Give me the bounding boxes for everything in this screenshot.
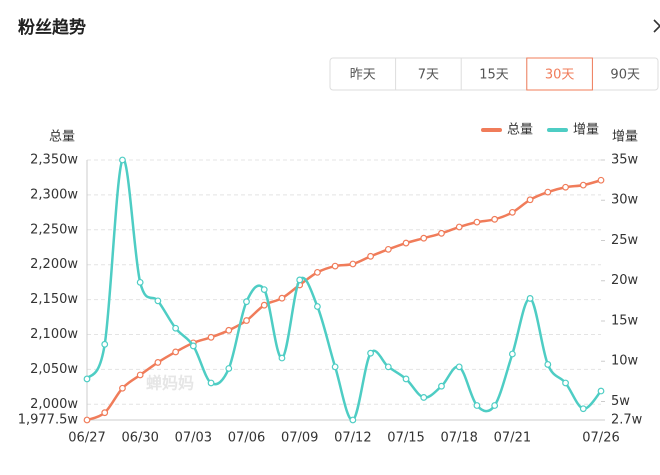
point xyxy=(189,342,197,350)
point xyxy=(526,196,534,204)
y-tick-label: 2,250w xyxy=(30,222,78,237)
point xyxy=(367,252,374,260)
legend-label: 总量 xyxy=(507,123,533,138)
point xyxy=(473,218,481,226)
point xyxy=(508,208,516,216)
close-icon[interactable] xyxy=(653,19,660,33)
y-tick-label: 2,000w xyxy=(30,397,78,412)
point xyxy=(402,239,410,247)
point xyxy=(455,363,463,371)
point xyxy=(473,402,481,409)
point xyxy=(579,405,587,413)
x-tick-label: 07/26 xyxy=(582,431,619,446)
point xyxy=(420,394,428,401)
point xyxy=(225,326,233,334)
point xyxy=(597,387,605,395)
point xyxy=(101,409,109,417)
x-tick-label: 07/12 xyxy=(334,431,371,446)
point xyxy=(349,416,357,424)
point xyxy=(83,375,91,383)
x-tick-label: 07/09 xyxy=(281,431,318,446)
point xyxy=(526,295,534,302)
point xyxy=(455,223,463,231)
y2-axis-title: 增量 xyxy=(612,130,638,145)
point xyxy=(544,188,552,196)
y-tick-label: 2,150w xyxy=(30,292,78,307)
x-tick-label: 07/15 xyxy=(387,431,424,446)
x-tick-label: 07/21 xyxy=(494,431,531,446)
y-tick-label: 2,100w xyxy=(30,327,78,342)
point xyxy=(83,416,91,424)
point xyxy=(544,361,552,368)
point xyxy=(597,176,605,184)
y2-tick-label: 20w xyxy=(611,273,639,288)
point xyxy=(154,359,162,366)
y-tick-label: 1,977.5w xyxy=(18,413,79,428)
point xyxy=(420,234,428,242)
point xyxy=(207,379,215,387)
point xyxy=(136,278,144,286)
point xyxy=(508,350,516,358)
y-axis-title: 总量 xyxy=(49,130,75,145)
point xyxy=(438,382,445,390)
point xyxy=(225,365,233,372)
x-tick-label: 06/27 xyxy=(68,431,105,446)
point xyxy=(278,354,286,362)
point xyxy=(331,262,339,270)
legend-label: 增量 xyxy=(573,123,599,138)
y-tick-label: 2,350w xyxy=(30,153,78,168)
y-tick-label: 2,050w xyxy=(30,362,78,377)
point xyxy=(314,268,321,276)
point xyxy=(154,297,162,305)
x-tick-label: 07/18 xyxy=(440,431,477,446)
x-tick-label: 06/30 xyxy=(121,431,158,446)
point xyxy=(579,181,587,189)
point xyxy=(207,333,215,341)
point xyxy=(384,363,392,371)
y2-tick-label: 25w xyxy=(611,233,639,248)
point xyxy=(101,340,109,348)
point xyxy=(243,317,250,324)
point xyxy=(296,276,304,284)
page-title: 粉丝趋势 xyxy=(18,17,86,38)
y2-tick-label: 10w xyxy=(611,354,639,369)
tab[interactable]: 15天 xyxy=(479,68,509,83)
point xyxy=(491,215,499,223)
point xyxy=(119,384,126,392)
point xyxy=(562,379,569,387)
point xyxy=(260,301,268,309)
point xyxy=(367,349,374,357)
point xyxy=(314,303,321,310)
tab[interactable]: 7天 xyxy=(418,68,439,83)
point xyxy=(562,183,569,191)
x-tick-label: 07/03 xyxy=(175,431,212,446)
tab[interactable]: 30天 xyxy=(545,68,575,83)
y2-tick-label: 2.7w xyxy=(611,413,643,428)
point xyxy=(172,324,180,332)
y-tick-label: 2,200w xyxy=(30,257,78,272)
point xyxy=(172,348,180,356)
point xyxy=(136,371,144,379)
tab[interactable]: 90天 xyxy=(610,68,640,83)
tab-active[interactable] xyxy=(526,57,593,91)
point xyxy=(331,363,339,371)
x-tick-label: 07/06 xyxy=(228,431,265,446)
point xyxy=(119,156,126,164)
watermark: 蝉妈妈 xyxy=(146,374,194,393)
point xyxy=(260,286,268,293)
y2-tick-label: 15w xyxy=(611,313,639,328)
point xyxy=(491,402,499,409)
y2-tick-label: 30w xyxy=(611,193,639,208)
tab[interactable]: 昨天 xyxy=(350,68,376,83)
y2-tick-label: 35w xyxy=(611,153,639,168)
point xyxy=(402,375,410,383)
point xyxy=(349,260,357,268)
point xyxy=(243,298,250,306)
y2-tick-label: 5w xyxy=(611,394,630,409)
point xyxy=(278,294,286,302)
y-tick-label: 2,300w xyxy=(30,187,78,202)
point xyxy=(384,245,392,253)
point xyxy=(438,229,445,237)
